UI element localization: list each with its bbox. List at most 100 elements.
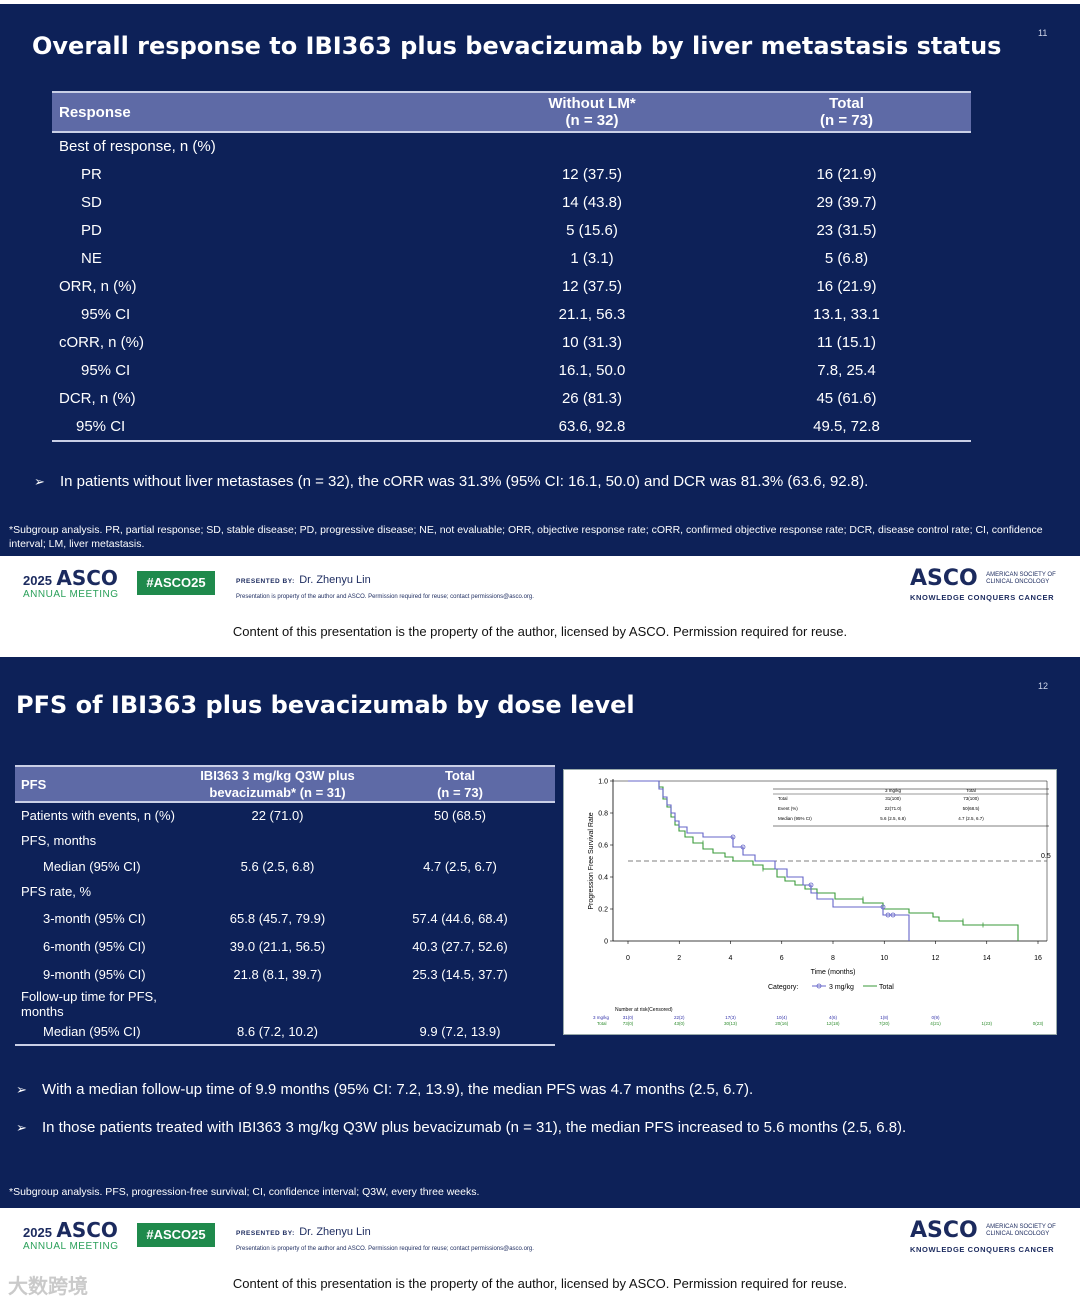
header-total-2: Total (n = 73)	[365, 765, 555, 803]
header-total-2-line2: (n = 73)	[437, 785, 483, 800]
km-curve-3mg	[628, 780, 910, 941]
km-inset-col2: Total	[966, 788, 976, 793]
km-frame	[563, 769, 1057, 1035]
km-risk-total-value: 7(20)	[879, 1021, 890, 1026]
km-risk-3mg-value: 0(9)	[931, 1015, 940, 1020]
cell-label: NE	[81, 249, 102, 267]
org-line-2: CLINICAL ONCOLOGY	[986, 578, 1050, 585]
table-row: PFS, months	[15, 828, 555, 854]
km-censor-3mg	[808, 882, 814, 888]
cell-total: 40.3 (27.7, 52.6)	[412, 939, 508, 954]
km-risk-total-label: Total	[597, 1021, 607, 1026]
cell-dose: 8.6 (7.2, 10.2)	[190, 1018, 365, 1046]
cell-total: 25.3 (14.5, 37.7)	[412, 967, 508, 982]
cell-label: Median (95% CI)	[15, 1018, 190, 1046]
km-xtick-label: 14	[983, 955, 991, 962]
cell-label: 95% CI	[52, 412, 462, 443]
km-inset-row-v1: 31(100)	[885, 796, 901, 801]
km-ytick-label: 1.0	[598, 779, 608, 786]
cell-total: 9.9 (7.2, 13.9)	[365, 1018, 555, 1046]
arrow-bullet-icon: ➢	[16, 1120, 27, 1135]
org-line-1: AMERICAN SOCIETY OF	[986, 1223, 1056, 1230]
cell-label: 95% CI	[81, 306, 131, 324]
km-risk-total-value: 73(0)	[623, 1021, 634, 1026]
cell-total: 16 (21.9)	[816, 165, 877, 183]
asco-org-wordmark: ASCO	[910, 1218, 978, 1243]
table-row: ORR, n (%) 12 (37.5) 16 (21.9)	[52, 272, 971, 300]
km-risk-3mg-value: 31(0)	[623, 1015, 634, 1020]
meeting-subtitle: ANNUAL MEETING	[23, 1241, 119, 1252]
table-row: Median (95% CI) 8.6 (7.2, 10.2) 9.9 (7.2, …	[15, 1018, 555, 1046]
cell-label: PFS, months	[21, 833, 97, 849]
km-legend-3mg: 3 mg/kg	[829, 984, 854, 991]
km-xtick-label: 0	[626, 955, 630, 962]
slide-1-bullet-text: In patients without liver metastases (n …	[60, 473, 869, 490]
cell-total: 45 (61.6)	[816, 390, 877, 408]
cell-dose	[190, 828, 365, 854]
cell-without-lm: 26 (81.3)	[561, 390, 623, 408]
slide-1-bullet: ➢ In patients without liver metastases (n…	[34, 473, 868, 490]
cell-label: SD	[81, 193, 102, 211]
km-ylabel: Progression Free Survival Rate	[588, 812, 595, 909]
cell-dose: 22 (71.0)	[251, 808, 304, 823]
cell-label: cORR, n (%)	[59, 334, 145, 352]
footer-2: 2025 ASCO ANNUAL MEETING #ASCO25 PRESENT…	[0, 1208, 1080, 1304]
table-row: PFS rate, %	[15, 879, 555, 905]
cell-total: 16 (21.9)	[816, 278, 877, 296]
km-xtick-label: 8	[831, 955, 835, 962]
km-ytick-label: 0.6	[598, 843, 608, 850]
km-inset-row-v2: 4.7 (2.5, 6.7)	[958, 816, 984, 821]
km-risk-total-value: 43(0)	[674, 1021, 685, 1026]
km-censor-3mg	[880, 904, 886, 910]
km-inset-row-v2: 73(100)	[963, 796, 979, 801]
cell-without-lm: 1 (3.1)	[570, 249, 614, 267]
cell-label: ORR, n (%)	[59, 278, 137, 296]
km-censor-3mg	[885, 912, 891, 918]
cell-total: 57.4 (44.6, 68.4)	[412, 911, 508, 926]
km-xtick-label: 16	[1034, 955, 1042, 962]
km-legend-3mg-marker	[816, 983, 822, 989]
cell-without-lm	[462, 132, 722, 160]
asco-org-name: AMERICAN SOCIETY OF CLINICAL ONCOLOGY	[986, 572, 1056, 586]
km-legend-total: Total	[879, 984, 894, 991]
cell-dose: 65.8 (45.7, 79.9)	[229, 911, 326, 926]
cell-without-lm: 14 (43.8)	[561, 193, 623, 211]
km-risk-total-value: 4(21)	[930, 1021, 941, 1026]
response-table: Response Without LM* (n = 32) Total (n =…	[52, 91, 971, 443]
header-total-2-line1: Total	[444, 768, 476, 783]
property-note: Presentation is property of the author a…	[236, 1246, 534, 1252]
cell-total	[365, 989, 555, 1019]
cell-total: 49.5, 72.8	[722, 412, 971, 443]
km-xtick-label: 2	[677, 955, 681, 962]
cell-label: PR	[81, 165, 102, 183]
table-row: cORR, n (%) 10 (31.3) 11 (15.1)	[52, 329, 971, 357]
cell-label: PD	[81, 221, 102, 239]
cell-total: 11 (15.1)	[817, 334, 876, 352]
table-row: DCR, n (%) 26 (81.3) 45 (61.6)	[52, 385, 971, 413]
km-censor-3mg	[890, 912, 896, 918]
org-line-2: CLINICAL ONCOLOGY	[986, 1230, 1050, 1237]
cell-without-lm: 5 (15.6)	[566, 221, 618, 239]
slide-2-number: 12	[1038, 681, 1049, 691]
header-dose: IBI363 3 mg/kg Q3W plus bevacizumab* (n …	[190, 765, 365, 803]
table-row: 6-month (95% CI) 39.0 (21.1, 56.5) 40.3 (2…	[15, 933, 555, 961]
cell-total: 4.7 (2.5, 6.7)	[423, 858, 497, 874]
km-xlabel: Time (months)	[811, 969, 856, 976]
cell-without-lm: 10 (31.3)	[561, 334, 623, 352]
presenter-block: PRESENTED BY: Dr. Zhenyu Lin Presentatio…	[236, 1222, 534, 1252]
pfs-table: PFS IBI363 3 mg/kg Q3W plus bevacizumab*…	[15, 765, 555, 1046]
meeting-subtitle: ANNUAL MEETING	[23, 589, 119, 600]
cell-label: Follow-up time for PFS, months	[21, 988, 157, 1019]
cell-dose: 21.8 (8.1, 39.7)	[233, 967, 322, 982]
cell-total	[722, 132, 971, 160]
asco-meeting-logo: 2025 ASCO ANNUAL MEETING	[23, 568, 119, 600]
cell-without-lm: 12 (37.5)	[561, 278, 623, 296]
asco-tagline: KNOWLEDGE CONQUERS CANCER	[910, 593, 1055, 602]
table-row: NE 1 (3.1) 5 (6.8)	[52, 244, 971, 272]
km-risk-3mg-value: 22(2)	[674, 1015, 685, 1020]
table-row: 95% CI 63.6, 92.8 49.5, 72.8	[52, 412, 971, 443]
km-censor-3mg	[740, 844, 746, 850]
cell-dose	[190, 879, 365, 905]
meeting-year: 2025	[23, 1225, 52, 1240]
cell-without-lm: 12 (37.5)	[561, 165, 623, 183]
